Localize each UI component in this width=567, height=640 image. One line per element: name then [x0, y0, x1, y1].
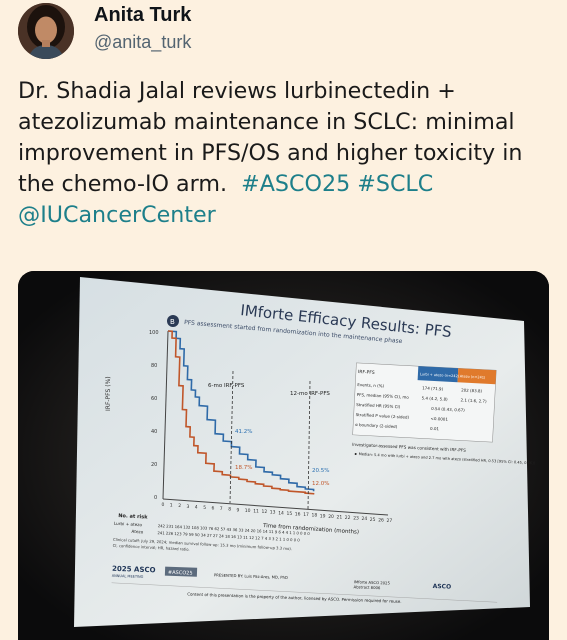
label-6mo: 6-mo IRF-PFS — [208, 383, 245, 389]
xtick-22: 22 — [345, 515, 351, 521]
xtick-10: 10 — [245, 508, 251, 514]
table-row-1-v1: 5.4 (4.2, 5.8) — [422, 395, 449, 401]
footer-presenter: PRESENTED BY: Luis Paz-Ares, MD, PhD — [214, 572, 288, 580]
pct-6mo-lurbi: 41.2% — [235, 429, 252, 435]
risk-label-1: Lurbi + atezo — [114, 521, 143, 527]
hashtag-sclc[interactable]: #SCLC — [357, 171, 434, 197]
xtick-16: 16 — [295, 512, 301, 518]
xtick-14: 14 — [278, 510, 284, 516]
table-row-1-v2: 2.1 (1.6, 2.7) — [460, 397, 487, 403]
table-row-0-label: Events, n (%) — [357, 382, 384, 388]
bullet-dot — [354, 452, 357, 455]
at-risk-table: No. at risk Lurbi + atezo Atezo 242 231 … — [113, 513, 311, 552]
xtick-7: 7 — [220, 506, 223, 512]
footnote-2: CI, confidence interval; HR, hazard rati… — [113, 543, 190, 552]
xtick-17: 17 — [303, 512, 309, 518]
footer-mid2: Abstract 8006 — [354, 584, 382, 590]
footer-sub: ANNUAL MEETING — [112, 574, 144, 579]
xtick-6: 6 — [212, 506, 215, 512]
xtick-4: 4 — [195, 504, 198, 510]
tweet-body: Dr. Shadia Jalal reviews lurbinectedin +… — [18, 78, 523, 197]
xtick-19: 19 — [320, 513, 326, 519]
avatar[interactable] — [18, 3, 74, 59]
pct-12mo-atezo: 12.0% — [312, 481, 329, 487]
hashtag-asco25[interactable]: #ASCO25 — [241, 171, 351, 197]
author-name[interactable]: Anita Turk — [94, 4, 192, 26]
label-12mo: 12-mo IRF-PFS — [290, 391, 330, 397]
ytick-40: 40 — [151, 429, 157, 435]
xtick-0: 0 — [162, 502, 165, 508]
ytick-60: 60 — [151, 396, 157, 402]
y-axis — [162, 330, 169, 500]
xtick-12: 12 — [262, 509, 268, 515]
xtick-18: 18 — [312, 513, 318, 519]
table-row-2-v1: 0.54 (0.43, 0.67) — [431, 406, 465, 413]
ytick-80: 80 — [151, 363, 157, 369]
table-row-4-label: α boundary (2-sided) — [355, 422, 398, 429]
xtick-8: 8 — [228, 507, 231, 513]
x-ticks: 0 1 2 3 4 5 6 7 8 9 10 11 12 13 14 15 16 17 18 19 20 21 22 23 24… — [162, 502, 393, 524]
ytick-20: 20 — [151, 462, 157, 468]
xtick-1: 1 — [170, 503, 173, 509]
x-axis — [162, 498, 389, 516]
table-row-3-label: Stratified P value (2-sided) — [356, 412, 410, 420]
footer-logo: ASCO — [433, 583, 452, 591]
xtick-21: 21 — [337, 514, 343, 520]
xtick-25: 25 — [370, 517, 376, 523]
tweet-photo[interactable]: IMforte Efficacy Results: PFS B PFS asse… — [18, 271, 549, 640]
slide-photo: IMforte Efficacy Results: PFS B PFS asse… — [18, 271, 549, 640]
risk-label-2: Atezo — [131, 529, 143, 535]
milestone-12mo-line — [307, 380, 311, 510]
slide-note: Investigator-assessed PFS was consistent… — [352, 442, 466, 453]
profile-photo — [18, 3, 74, 59]
author-handle[interactable]: @anita_turk — [94, 32, 192, 52]
table-header: IRF-PFS — [358, 369, 375, 376]
xtick-23: 23 — [353, 516, 359, 522]
table-col2: Atezo (n=241) — [460, 374, 486, 379]
milestone-6mo-line — [229, 370, 234, 504]
badge-letter: B — [170, 318, 175, 326]
risk-title: No. at risk — [118, 513, 148, 521]
xtick-2: 2 — [178, 503, 181, 509]
pct-12mo-lurbi: 20.5% — [312, 468, 329, 474]
series-line-atezo — [167, 330, 315, 495]
xtick-27: 27 — [387, 518, 393, 524]
table-row-3-v1: <0.0001 — [430, 416, 448, 422]
ytick-100: 100 — [149, 330, 159, 336]
xtick-20: 20 — [328, 514, 334, 520]
footer-meeting: 2025 ASCO — [112, 565, 156, 575]
badge-icon — [167, 315, 179, 327]
xtick-24: 24 — [362, 516, 368, 522]
xtick-26: 26 — [378, 517, 384, 523]
xtick-3: 3 — [187, 504, 190, 510]
xtick-13: 13 — [270, 510, 276, 516]
ytick-0: 0 — [154, 495, 157, 501]
pct-6mo-atezo: 18.7% — [235, 465, 252, 471]
footer-hashtag: #ASCO25 — [168, 570, 193, 577]
xtick-15: 15 — [287, 511, 293, 517]
table-row-2-label: Stratified HR (95% CI) — [356, 402, 401, 409]
table-col1: Lurbi + atezo (n=242) — [420, 372, 460, 378]
xtick-9: 9 — [237, 507, 240, 513]
table-row-1-label: PFS, median (95% CI), mo — [357, 392, 410, 400]
table-row-0-v2: 202 (83.8) — [461, 387, 483, 393]
footer-mid: IMforte ASCO 2025 — [354, 579, 391, 585]
table-row-4-v1: 0.01 — [430, 426, 440, 431]
xtick-5: 5 — [203, 505, 206, 511]
slide-screen — [74, 277, 530, 627]
mention-iucancercenter[interactable]: @IUCancerCenter — [18, 202, 216, 228]
table-row-0-v1: 174 (71.9) — [422, 385, 444, 391]
xtick-11: 11 — [253, 509, 259, 515]
chart-ylabel: IRF-PFS (%) — [105, 376, 112, 411]
tweet-text: Dr. Shadia Jalal reviews lurbinectedin +… — [18, 76, 558, 231]
